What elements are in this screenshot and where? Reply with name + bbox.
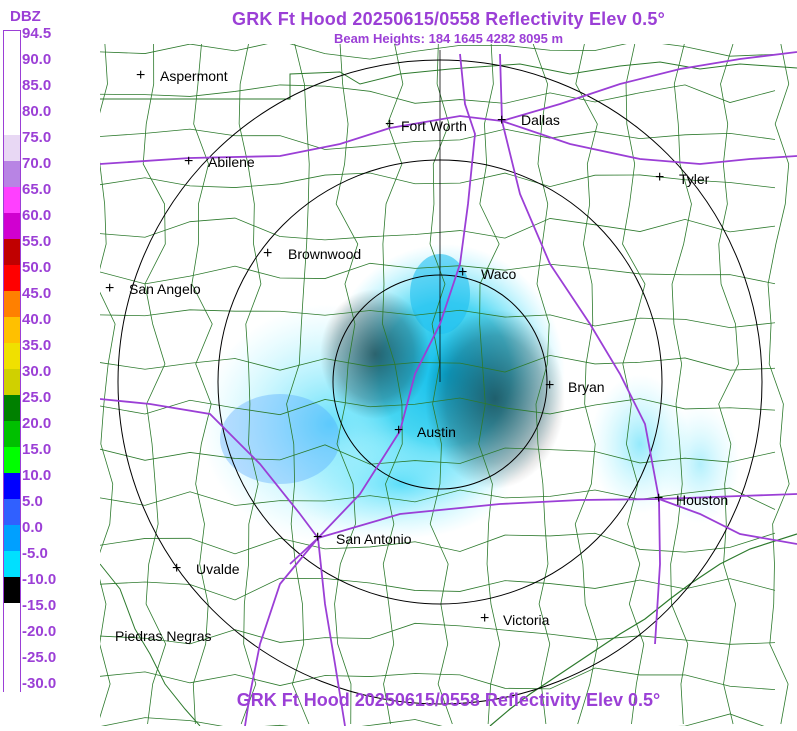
- color-scale-segment: [4, 629, 20, 655]
- city-marker-icon: +: [313, 529, 323, 546]
- legend-tick-label: -20.0: [22, 623, 57, 640]
- city-label: Victoria: [503, 612, 550, 628]
- map-canvas: [95, 40, 797, 731]
- color-scale-segment: [4, 57, 20, 83]
- legend-tick-label: -30.0: [22, 675, 57, 692]
- legend-tick-label: 15.0: [22, 441, 52, 458]
- color-scale-segment: [4, 31, 20, 57]
- legend-tick-label: 75.0: [22, 129, 52, 146]
- city-label: San Angelo: [129, 281, 201, 297]
- page-title: GRK Ft Hood 20250615/0558 Reflectivity E…: [232, 9, 665, 29]
- legend-tick-label: 35.0: [22, 337, 52, 354]
- legend-tick-label: 90.0: [22, 51, 52, 68]
- legend-tick-label: 40.0: [22, 311, 52, 328]
- legend-tick-label: 20.0: [22, 415, 52, 432]
- color-scale-segment: [4, 525, 20, 551]
- color-scale-segment: [4, 213, 20, 239]
- city-marker-icon: +: [655, 169, 665, 186]
- interstate-highways: [99, 51, 797, 727]
- color-scale-segment: [4, 447, 20, 473]
- radar-map[interactable]: + Aspermont + Fort Worth + Dallas + Abilene + Tyl…: [95, 40, 797, 731]
- legend-tick-label: 30.0: [22, 363, 52, 380]
- color-scale-segment: [4, 239, 20, 265]
- legend-tick-label: 45.0: [22, 285, 52, 302]
- color-scale-segment: [4, 551, 20, 577]
- legend-tick-label: 10.0: [22, 467, 52, 484]
- city-label: Fort Worth: [401, 118, 467, 134]
- legend-unit: DBZ: [10, 8, 41, 25]
- legend-tick-label: -5.0: [22, 545, 48, 562]
- city-marker-icon: +: [385, 116, 395, 133]
- city-label: San Antonio: [336, 531, 412, 547]
- city-label: Uvalde: [196, 561, 240, 577]
- city-marker-icon: +: [480, 610, 490, 627]
- color-scale-segment: [4, 317, 20, 343]
- county-boundaries: [95, 40, 790, 731]
- city-marker-icon: +: [184, 153, 194, 170]
- beam-heights-subtitle: Beam Heights: 184 1645 4282 8095 m: [333, 31, 564, 46]
- legend-tick-label: -10.0: [22, 571, 57, 588]
- legend-tick-label: 0.0: [22, 519, 43, 536]
- color-scale-bar: [3, 30, 21, 707]
- color-scale-segment: [4, 109, 20, 135]
- color-scale-segment: [4, 343, 20, 369]
- city-label: Aspermont: [160, 68, 228, 84]
- legend-tick-label: 65.0: [22, 181, 52, 198]
- legend-tick-label: 60.0: [22, 207, 52, 224]
- legend-tick-label: -25.0: [22, 649, 57, 666]
- city-label: Piedras Negras: [115, 628, 212, 644]
- coastline: [489, 533, 797, 727]
- city-marker-icon: +: [458, 264, 468, 281]
- color-scale-segment: [4, 265, 20, 291]
- city-marker-icon: +: [545, 377, 555, 394]
- color-scale-segment: [4, 577, 20, 603]
- city-label: Brownwood: [288, 246, 362, 262]
- color-scale-segment: [4, 473, 20, 499]
- city-marker-icon: +: [105, 280, 115, 297]
- city-marker-icon: +: [497, 112, 507, 129]
- legend-tick-label: 5.0: [22, 493, 43, 510]
- rio-grande: [99, 563, 201, 727]
- legend-tick-label: 25.0: [22, 389, 52, 406]
- footer-title: GRK Ft Hood 20250615/0558 Reflectivity E…: [236, 690, 661, 710]
- city-marker-icon: +: [654, 490, 664, 507]
- legend-tick-label: 94.5: [22, 25, 52, 42]
- state-border: [100, 61, 797, 100]
- color-scale-segment: [4, 681, 20, 707]
- city-label: Dallas: [521, 112, 560, 128]
- color-scale-segment: [4, 161, 20, 187]
- color-scale-segment: [4, 369, 20, 395]
- legend-tick-label: 50.0: [22, 259, 52, 276]
- color-scale-segment: [4, 291, 20, 317]
- legend-tick-label: 85.0: [22, 77, 52, 94]
- color-scale-segment: [4, 421, 20, 447]
- city-marker-icon: +: [172, 560, 182, 577]
- color-scale-segment: [4, 187, 20, 213]
- color-scale-segment: [4, 499, 20, 525]
- color-scale-segment: [4, 655, 20, 681]
- legend-tick-label: 80.0: [22, 103, 52, 120]
- legend-tick-label: -15.0: [22, 597, 57, 614]
- color-scale-segment: [4, 135, 20, 161]
- city-marker-icon: +: [136, 67, 146, 84]
- legend-tick-label: 55.0: [22, 233, 52, 250]
- city-label: Waco: [481, 266, 517, 282]
- color-scale-segment: [4, 603, 20, 629]
- color-scale-segment: [4, 83, 20, 109]
- city-marker-icon: +: [394, 422, 404, 439]
- city-marker-icon: +: [263, 245, 273, 262]
- city-label: Tyler: [679, 171, 710, 187]
- city-label: Abilene: [208, 154, 255, 170]
- city-label: Houston: [676, 492, 729, 508]
- city-label: Austin: [417, 424, 456, 440]
- city-label: Bryan: [568, 379, 605, 395]
- legend-tick-label: 70.0: [22, 155, 52, 172]
- color-scale-segment: [4, 395, 20, 421]
- dbz-legend: DBZ 94.5 90.0 85.0 80.0 75.0 70.0 65.0 60.0 55.0…: [0, 0, 100, 726]
